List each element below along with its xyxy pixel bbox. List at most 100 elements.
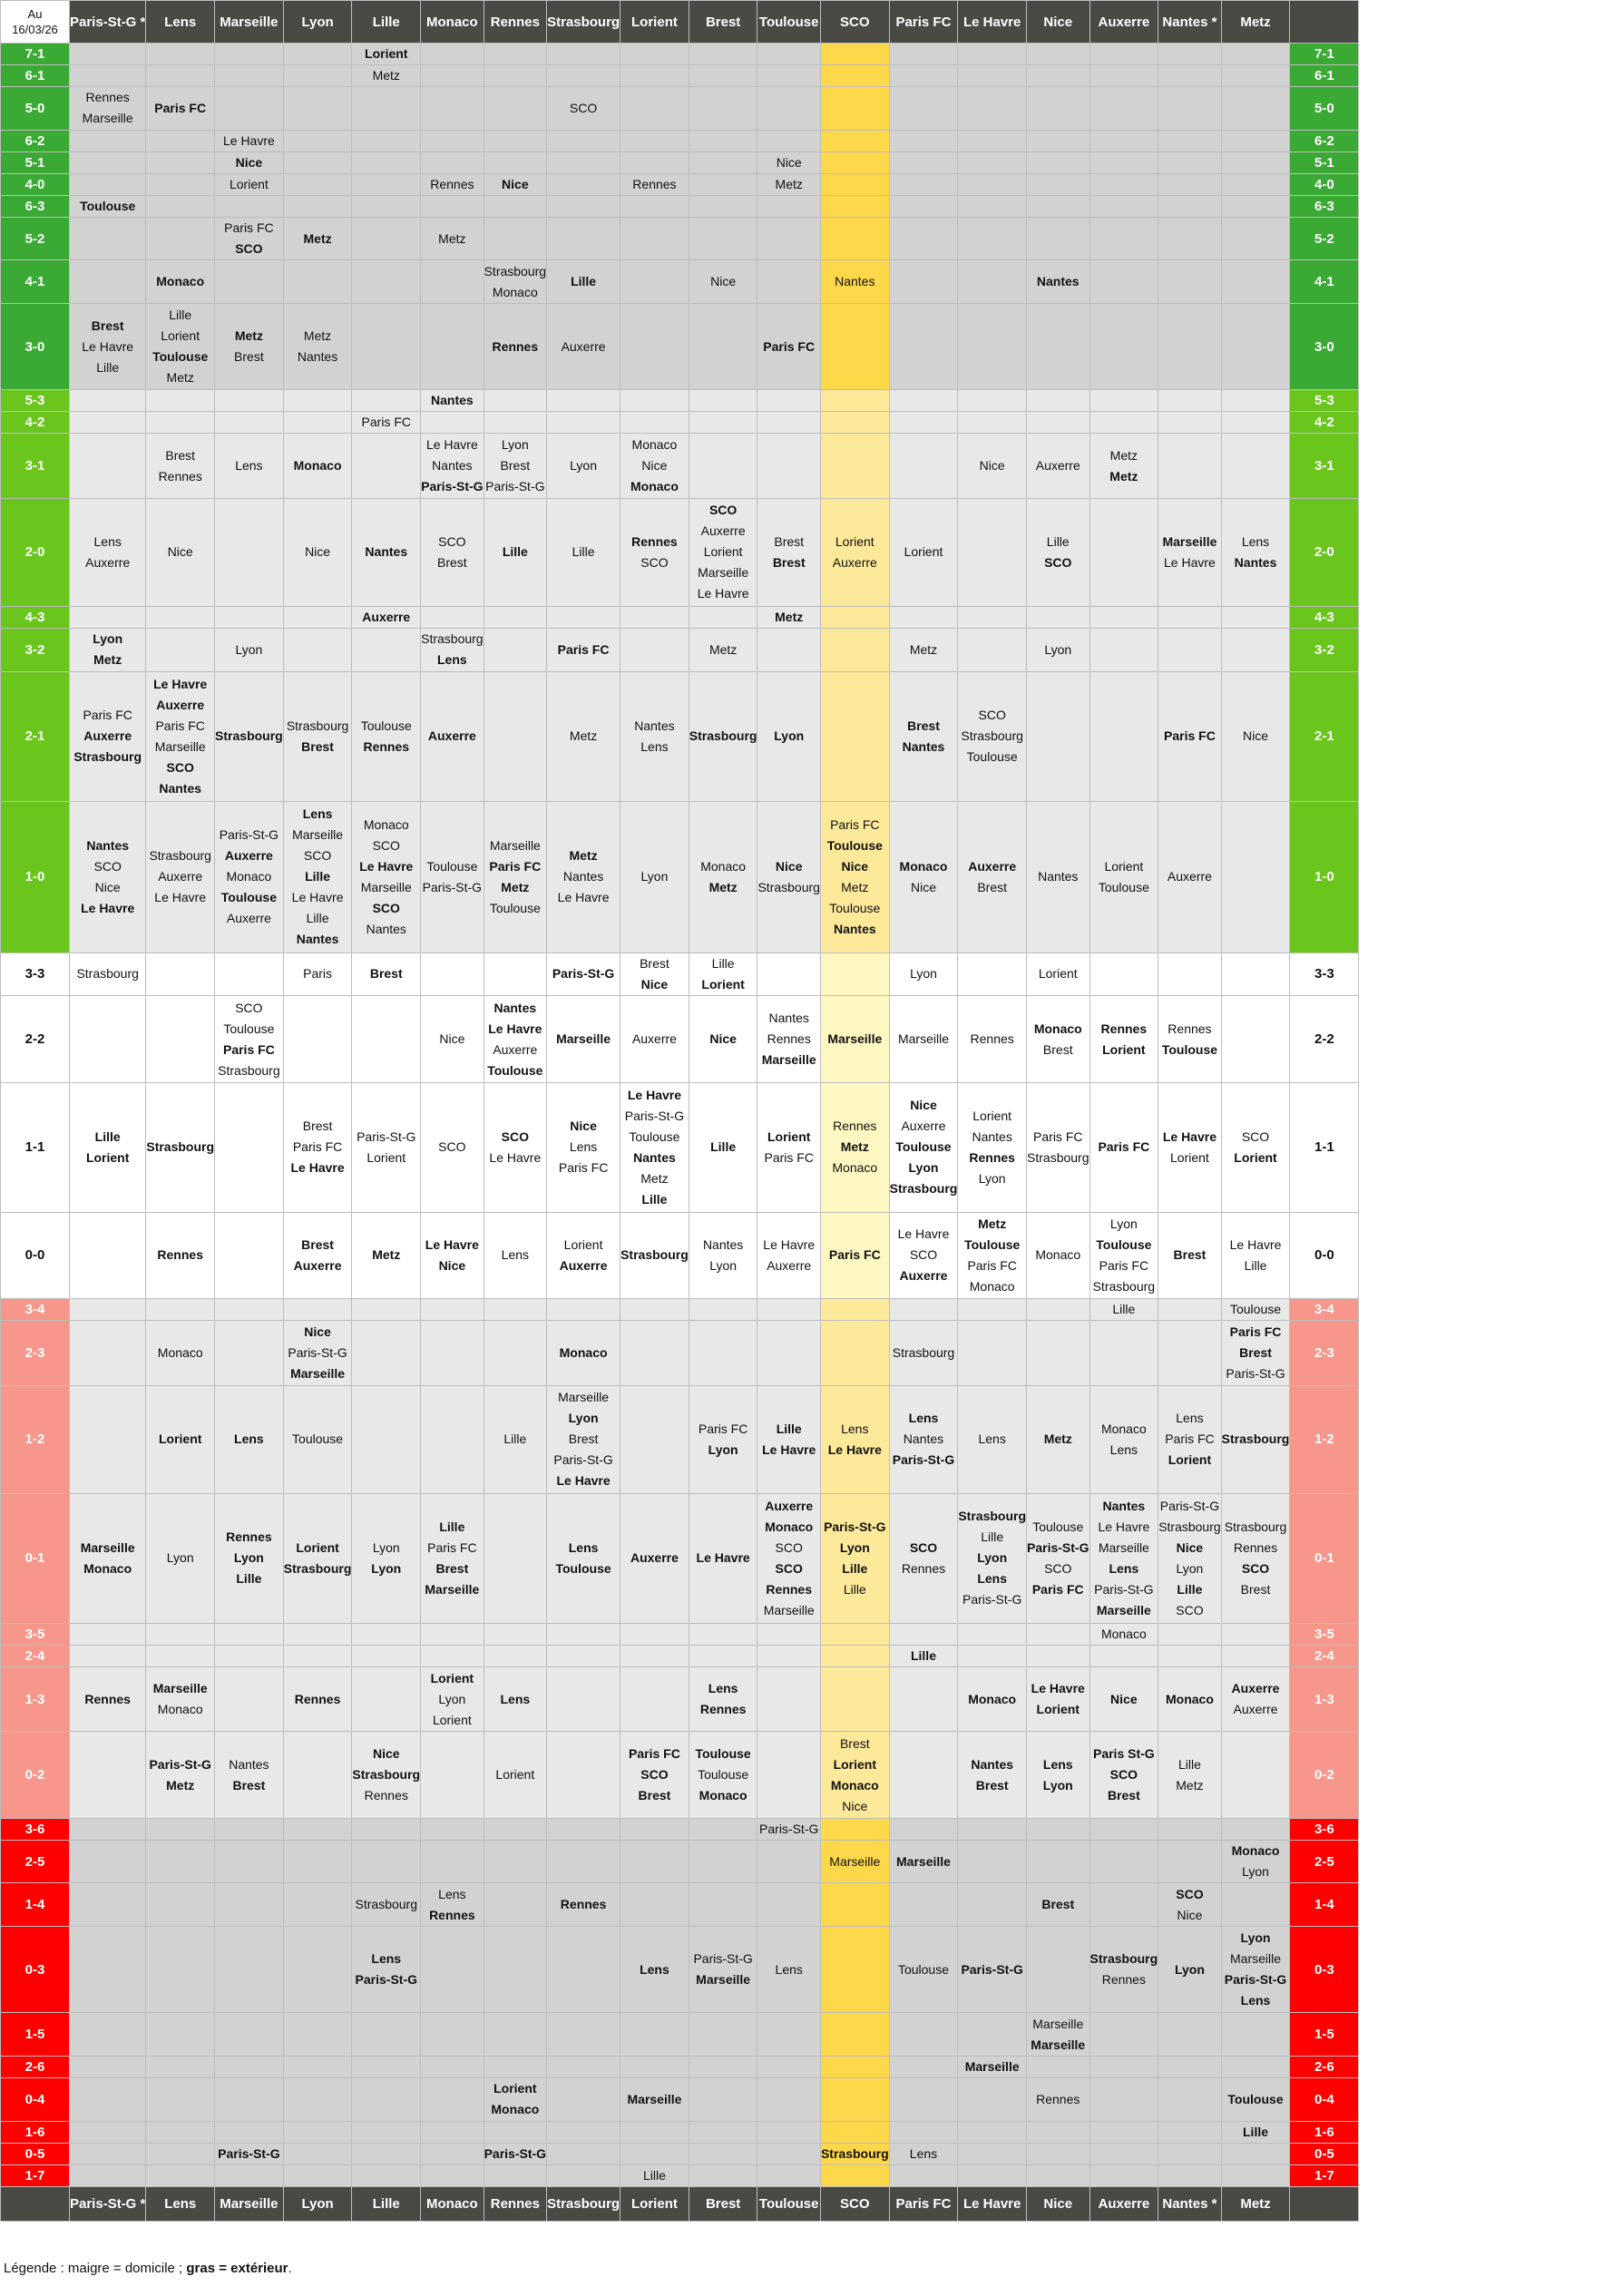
- opponent-home: Strasbourg: [355, 1897, 417, 1912]
- result-cell: [145, 172, 216, 196]
- result-cell: Paris FC: [1089, 1081, 1159, 1213]
- team-header-nice: Nice: [1026, 0, 1090, 44]
- opponent-home: Marseille: [360, 879, 412, 894]
- result-cell: Paris FC SCO Brest: [620, 1731, 689, 1819]
- opponent-away: Paris FC: [1229, 1324, 1282, 1339]
- result-cell: Strasbourg: [68, 952, 147, 997]
- result-cell: [483, 43, 548, 65]
- result-cell: [1220, 43, 1291, 65]
- result-cell: [420, 303, 484, 391]
- result-cell: Metz: [420, 216, 484, 261]
- result-cell: Lille Lorient Toulouse Metz: [145, 303, 216, 391]
- result-cell: Lille Metz: [1158, 1731, 1222, 1819]
- result-cell: Lille: [546, 497, 621, 608]
- result-cell: [1026, 1926, 1090, 2014]
- result-cell: [214, 1298, 284, 1322]
- result-cell: [282, 2142, 353, 2165]
- opponent-home: Brest: [165, 447, 196, 463]
- opponent-home: Le Havre: [82, 338, 134, 354]
- opponent-away: Le Havre: [153, 676, 208, 691]
- opponent-home: Lorient: [1170, 1149, 1209, 1165]
- result-cell: Brest: [351, 952, 422, 997]
- opponent-home: Lens: [1241, 533, 1270, 549]
- result-cell: [819, 86, 890, 131]
- result-cell: Metz: [888, 628, 959, 672]
- result-cell: Rennes: [483, 303, 548, 391]
- result-cell: Lyon: [546, 433, 621, 499]
- opponent-away: Lorient: [1168, 1452, 1212, 1468]
- result-cell: [688, 2120, 758, 2144]
- result-cell: [757, 43, 821, 65]
- result-cell: [483, 194, 548, 218]
- result-cell: [546, 1622, 621, 1646]
- result-cell: Strasbourg Lille Lyon Lens Paris-St-G: [957, 1492, 1028, 1624]
- result-cell: [1220, 259, 1291, 305]
- result-cell: [68, 151, 147, 174]
- score-row: 2-6 Marseille 2-6: [0, 2056, 1360, 2079]
- score-label-left: 3-1: [0, 433, 70, 499]
- result-cell: [688, 433, 758, 499]
- result-cell: Lens Marseille SCO Lille Le Havre Lille Nantes: [282, 800, 353, 953]
- opponent-away: Paris-St-G: [824, 1519, 886, 1534]
- score-label-left: 7-1: [0, 43, 70, 65]
- opponent-away: Strasbourg: [146, 1139, 215, 1155]
- opponent-home: Rennes: [1168, 1021, 1212, 1036]
- opponent-away: Lorient: [365, 46, 408, 61]
- opponent-home: Lorient: [161, 328, 200, 344]
- opponent-away: Nice: [1176, 1539, 1204, 1555]
- opponent-home: Metz: [1176, 1777, 1204, 1793]
- result-cell: Nantes Brest: [214, 1731, 284, 1819]
- result-cell: [819, 1622, 890, 1646]
- result-cell: [214, 389, 284, 413]
- result-cell: [819, 670, 890, 802]
- result-cell: [68, 2164, 147, 2187]
- opponent-away: Brest: [301, 738, 334, 754]
- score-label-right: 2-4: [1289, 1644, 1360, 1667]
- result-cell: [483, 411, 548, 435]
- opponent-away: Lyon: [708, 1441, 738, 1457]
- opponent-away: Marseille: [1031, 2037, 1086, 2052]
- team-footer-auxerre: Auxerre: [1089, 2185, 1159, 2222]
- opponent-home: Paris-St-G: [1226, 1365, 1285, 1381]
- result-cell: [1220, 1644, 1291, 1667]
- opponent-away: Lyon: [371, 1560, 402, 1576]
- opponent-away: Rennes: [699, 1702, 747, 1717]
- opponent-away: Marseille: [152, 1681, 208, 1696]
- result-cell: [757, 433, 821, 499]
- result-cell: [1158, 129, 1222, 152]
- opponent-home: SCO: [438, 1139, 466, 1155]
- result-cell: [957, 2142, 1028, 2165]
- opponent-away: Strasbourg: [283, 1560, 352, 1576]
- score-row: 5-3 Nantes 5-3: [0, 389, 1360, 413]
- result-cell: [957, 2120, 1028, 2144]
- opponent-away: SCO: [501, 1128, 529, 1144]
- opponent-home: Brest: [774, 533, 805, 549]
- score-label-left: 0-3: [0, 1926, 70, 2014]
- team-header-nantes: Nantes *: [1158, 0, 1222, 44]
- opponent-home: SCO: [1176, 1602, 1204, 1617]
- opponent-home: Nice: [1177, 1907, 1203, 1922]
- opponent-home: Metz: [438, 230, 466, 246]
- opponent-home: Monaco: [226, 869, 272, 884]
- result-cell: [546, 1666, 621, 1733]
- result-cell: Brest Nice: [620, 952, 689, 997]
- result-cell: [420, 259, 484, 305]
- score-label-right: 1-3: [1289, 1666, 1360, 1733]
- result-cell: Nantes: [420, 389, 484, 413]
- result-cell: [888, 216, 959, 261]
- opponent-away: Nice: [438, 1257, 466, 1273]
- result-cell: Lens Nantes Paris-St-G: [888, 1384, 959, 1494]
- result-cell: Metz: [688, 628, 758, 672]
- opponent-home: Brest: [839, 1735, 870, 1751]
- opponent-home: Lorient: [904, 544, 943, 560]
- opponent-home: Marseille: [763, 1602, 815, 1617]
- result-cell: [757, 411, 821, 435]
- opponent-away: Metz: [93, 652, 122, 668]
- opponent-away: Paris-St-G: [552, 966, 615, 982]
- result-cell: [620, 2056, 689, 2079]
- score-label-left: 6-1: [0, 64, 70, 87]
- result-cell: [688, 194, 758, 218]
- score-label-right: 1-0: [1289, 800, 1360, 953]
- opponent-away: Nice: [775, 858, 803, 874]
- result-cell: [757, 194, 821, 218]
